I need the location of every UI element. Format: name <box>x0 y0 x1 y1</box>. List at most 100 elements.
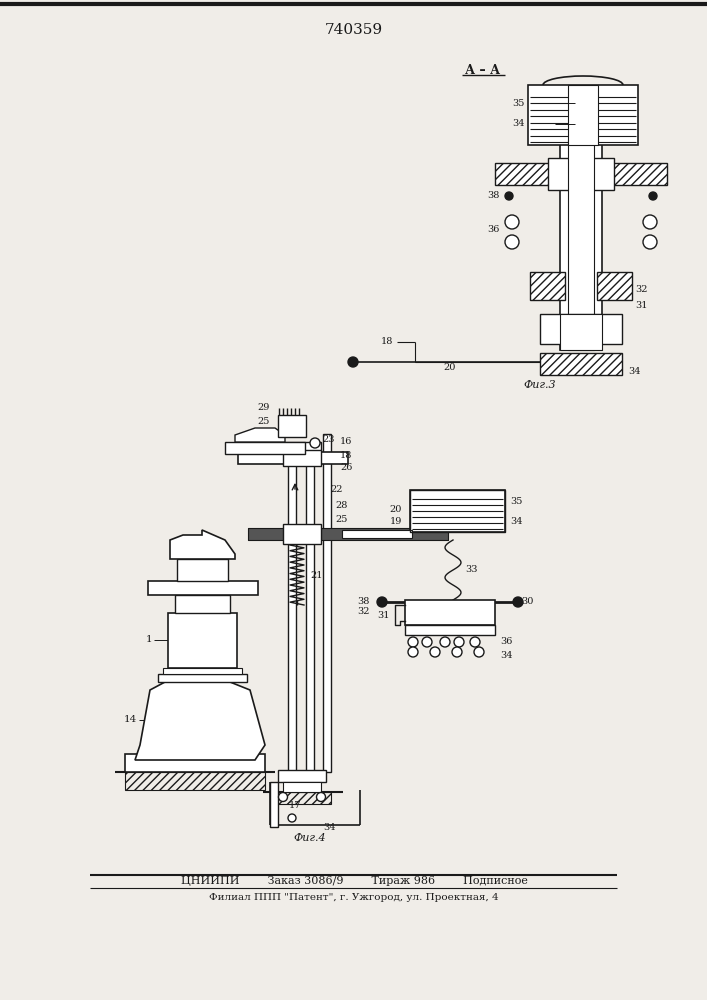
Circle shape <box>474 647 484 657</box>
Text: 23: 23 <box>322 434 334 444</box>
Bar <box>125 772 265 790</box>
Text: 35: 35 <box>513 99 525 107</box>
Text: 34: 34 <box>324 822 337 832</box>
Text: 16: 16 <box>340 438 352 446</box>
Bar <box>568 140 594 350</box>
Text: 27: 27 <box>335 528 348 538</box>
Bar <box>540 353 622 375</box>
Text: 29: 29 <box>257 403 270 412</box>
Text: 740359: 740359 <box>325 23 383 37</box>
Text: 19: 19 <box>390 518 402 526</box>
Bar <box>560 314 602 350</box>
Circle shape <box>377 597 387 607</box>
Text: 18: 18 <box>380 338 393 347</box>
Polygon shape <box>235 428 285 442</box>
Text: 14: 14 <box>124 716 137 724</box>
Polygon shape <box>170 530 235 559</box>
Bar <box>283 782 321 792</box>
Bar <box>238 452 348 464</box>
Bar <box>405 625 495 635</box>
Circle shape <box>430 647 440 657</box>
Text: А – А: А – А <box>465 64 501 77</box>
Circle shape <box>513 597 523 607</box>
Text: 32: 32 <box>358 607 370 616</box>
Text: 34: 34 <box>500 650 513 660</box>
Text: 20: 20 <box>444 363 456 372</box>
Polygon shape <box>135 682 265 760</box>
Bar <box>283 524 321 544</box>
Circle shape <box>310 438 320 448</box>
Bar <box>612 163 667 185</box>
Bar <box>495 163 550 185</box>
Circle shape <box>470 637 480 647</box>
Text: 34: 34 <box>628 367 641 376</box>
Bar <box>270 782 278 827</box>
Text: 28: 28 <box>335 500 347 510</box>
Text: 26: 26 <box>340 464 352 473</box>
Text: 33: 33 <box>465 566 477 574</box>
Circle shape <box>643 215 657 229</box>
Bar <box>248 528 448 540</box>
Bar <box>288 452 296 772</box>
Text: Фиг.3: Фиг.3 <box>524 380 556 390</box>
Circle shape <box>422 637 432 647</box>
Circle shape <box>288 814 296 822</box>
Circle shape <box>649 192 657 200</box>
Circle shape <box>408 647 418 657</box>
Circle shape <box>440 637 450 647</box>
Bar <box>158 674 247 682</box>
Bar <box>125 754 265 772</box>
Text: Филиал ППП "Патент", г. Ужгород, ул. Проектная, 4: Филиал ППП "Патент", г. Ужгород, ул. Про… <box>209 892 499 902</box>
Circle shape <box>348 357 358 367</box>
Text: Фиг.4: Фиг.4 <box>293 833 327 843</box>
Circle shape <box>643 235 657 249</box>
Text: ЦНИИПИ        Заказ 3086/9        Тираж 986        Подписное: ЦНИИПИ Заказ 3086/9 Тираж 986 Подписное <box>180 876 527 886</box>
Bar <box>540 314 622 344</box>
Bar <box>410 490 505 532</box>
Bar <box>283 442 321 452</box>
Text: 20: 20 <box>390 506 402 514</box>
Text: 31: 31 <box>635 300 648 310</box>
Bar <box>273 792 331 804</box>
Text: 38: 38 <box>488 192 500 200</box>
Bar <box>163 668 242 674</box>
Text: 17: 17 <box>288 800 301 810</box>
Text: 1: 1 <box>146 636 152 645</box>
Text: 25: 25 <box>257 418 270 426</box>
Bar <box>175 595 230 613</box>
Bar <box>342 530 412 538</box>
Bar <box>597 272 632 300</box>
Text: 30: 30 <box>521 597 533 606</box>
Bar <box>283 450 321 466</box>
Text: 22: 22 <box>330 486 342 494</box>
Bar <box>278 770 326 782</box>
Bar <box>560 140 602 350</box>
Bar <box>225 442 305 454</box>
Bar <box>548 158 614 190</box>
Circle shape <box>452 647 462 657</box>
Text: 35: 35 <box>510 497 522 506</box>
Text: 34: 34 <box>510 518 522 526</box>
Text: 34: 34 <box>513 119 525 128</box>
Bar <box>528 85 638 145</box>
Circle shape <box>505 215 519 229</box>
Text: 32: 32 <box>635 286 648 294</box>
Bar <box>530 272 565 300</box>
Circle shape <box>454 637 464 647</box>
Bar <box>177 559 228 581</box>
Circle shape <box>408 637 418 647</box>
Text: 36: 36 <box>500 638 513 647</box>
Bar <box>248 528 448 540</box>
Circle shape <box>505 192 513 200</box>
Text: 38: 38 <box>358 597 370 606</box>
Bar <box>410 490 505 532</box>
Bar <box>323 434 331 772</box>
Text: 36: 36 <box>488 226 500 234</box>
Text: 31: 31 <box>378 610 390 619</box>
Circle shape <box>317 792 325 802</box>
Circle shape <box>279 792 288 802</box>
Bar <box>568 85 598 145</box>
Circle shape <box>505 235 519 249</box>
Text: 18: 18 <box>340 450 352 460</box>
Bar <box>168 613 237 668</box>
